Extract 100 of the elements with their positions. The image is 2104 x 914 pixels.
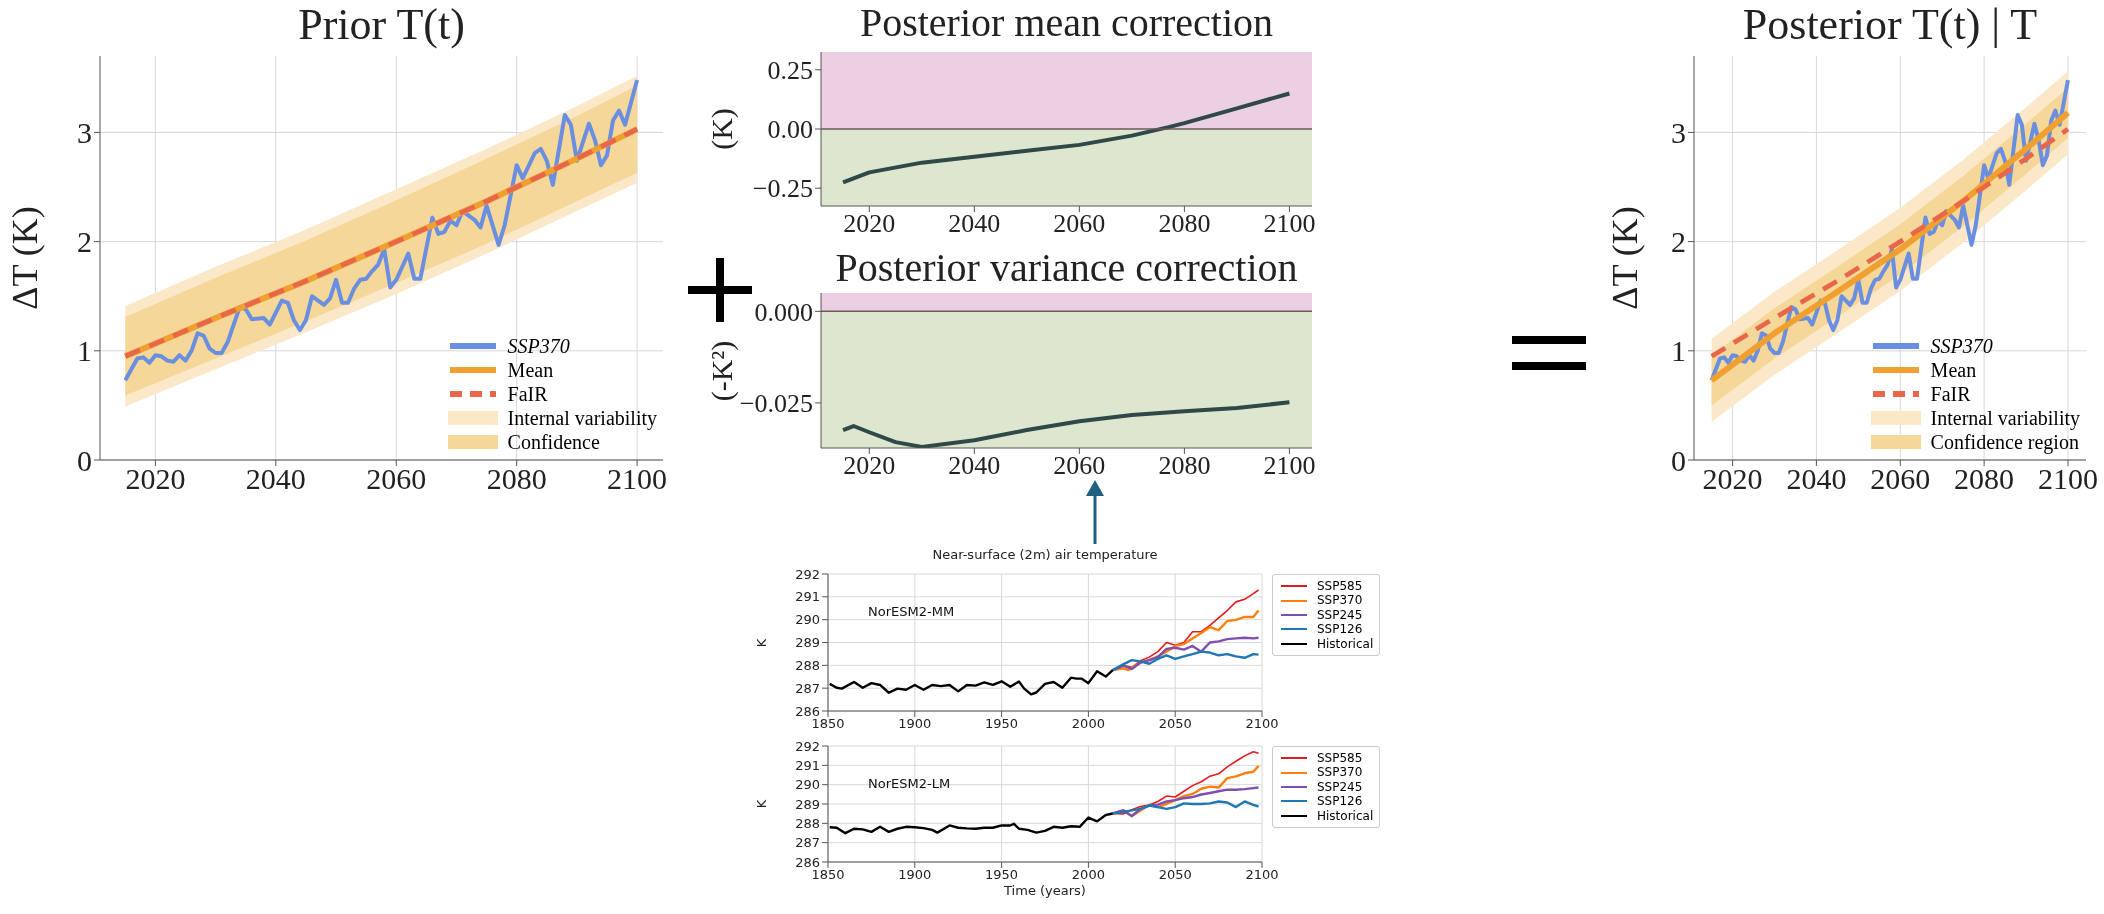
x-tick-label: 2060 [1053, 451, 1106, 481]
x-tick-label: 2080 [1954, 462, 2015, 496]
y-tick-label: 3 [77, 116, 92, 150]
x-tick-label: 2000 [1071, 716, 1105, 732]
y-tick-label: 0.000 [754, 297, 813, 327]
y-axis-title: (-K²) [704, 339, 739, 403]
y-tick-label: 2 [1671, 225, 1686, 259]
line-series [1709, 126, 2071, 359]
x-tick-label: 1900 [898, 867, 932, 883]
y-axis-title: K [754, 637, 770, 649]
line-series [1111, 800, 1260, 815]
legend-label: SSP585 [1317, 579, 1363, 594]
y-tick-label: 291 [795, 589, 820, 605]
y-axis-title: (K) [704, 107, 739, 152]
y-tick-label: 286 [795, 854, 820, 870]
legend-label: Historical [1317, 808, 1374, 823]
y-tick-label: −0.025 [739, 389, 813, 419]
legend-label: SSP126 [1317, 622, 1363, 637]
y-tick-label: 286 [795, 703, 820, 719]
x-tick-label: 2020 [1702, 462, 1763, 496]
x-tick-label: 2040 [245, 462, 306, 496]
legend-label: Confidence [507, 430, 600, 454]
y-tick-label: 1 [1671, 334, 1686, 368]
y-tick-label: 292 [795, 566, 820, 582]
legend-label: SSP370 [507, 334, 570, 358]
annotation: NorESM2-MM [868, 604, 955, 619]
x-tick-label: 2100 [1245, 867, 1279, 883]
y-tick-label: 289 [795, 796, 820, 812]
x-tick-label: 2050 [1158, 716, 1192, 732]
legend-label: Internal variability [1930, 406, 2080, 430]
legend-label: Mean [507, 358, 554, 382]
y-tick-label: 0.25 [767, 56, 813, 85]
line-series [841, 91, 1292, 185]
x-axis-title: Time (years) [1003, 883, 1087, 899]
legend-label: Mean [1930, 358, 1977, 382]
x-tick-label: 2040 [948, 451, 1001, 481]
legend-label: Historical [1317, 636, 1374, 651]
chart-title: Posterior variance correction [834, 245, 1299, 290]
x-tick-label: 1850 [811, 867, 845, 883]
x-tick-label: 2080 [1158, 209, 1211, 239]
x-tick-label: 1850 [811, 716, 845, 732]
y-tick-label: 290 [795, 777, 820, 793]
chart-title: Posterior mean correction [858, 0, 1275, 45]
legend-label: FaIR [1930, 382, 1971, 406]
y-tick-label: 289 [795, 635, 820, 651]
x-tick-label: 2040 [948, 209, 1001, 239]
y-tick-label: 288 [795, 815, 820, 831]
y-tick-label: 290 [795, 612, 820, 628]
y-tick-label: 0 [77, 443, 92, 477]
y-tick-label: 0.00 [767, 115, 813, 145]
chart-title: Posterior T(t) | T [1741, 0, 2039, 50]
y-tick-label: 287 [795, 835, 820, 851]
line-series [828, 668, 1114, 696]
line-series [828, 812, 1114, 835]
x-tick-label: 2020 [843, 451, 896, 481]
line-series [1111, 636, 1260, 672]
x-tick-label: 2100 [1263, 209, 1316, 239]
y-tick-label: 287 [795, 680, 820, 696]
x-tick-label: 2100 [607, 462, 668, 496]
x-tick-label: 2060 [366, 462, 427, 496]
y-tick-label: 288 [795, 657, 820, 673]
legend-label: Confidence region [1930, 430, 2079, 454]
y-tick-label: 292 [795, 738, 820, 754]
x-tick-label: 2020 [843, 209, 896, 239]
x-tick-label: 1900 [898, 716, 932, 732]
y-tick-label: −0.25 [752, 174, 813, 204]
y-axis-title: ΔT (K) [1604, 205, 1646, 312]
y-tick-label: 0 [1671, 443, 1686, 477]
x-tick-label: 2100 [1245, 716, 1279, 732]
x-tick-label: 2100 [1263, 451, 1316, 481]
x-tick-label: 2060 [1870, 462, 1931, 496]
chart-title: Prior T(t) [297, 0, 466, 50]
line-series [1111, 650, 1260, 672]
legend-label: SSP126 [1317, 794, 1363, 809]
line-series [1111, 786, 1260, 818]
legend-label: SSP370 [1317, 593, 1363, 608]
x-tick-label: 1950 [985, 867, 1019, 883]
legend-label: FaIR [507, 382, 548, 406]
legend-label: SSP245 [1317, 779, 1363, 795]
y-tick-label: 2 [77, 225, 92, 259]
x-tick-label: 2100 [2037, 462, 2098, 496]
legend-label: SSP370 [1930, 334, 1993, 358]
x-tick-label: 2040 [1786, 462, 1847, 496]
x-tick-label: 2020 [125, 462, 186, 496]
line-series [841, 400, 1292, 448]
x-tick-label: 1950 [985, 716, 1019, 732]
annotation: NorESM2-LM [868, 776, 951, 791]
x-tick-label: 2050 [1158, 867, 1192, 883]
chart-title: Near-surface (2m) air temperature [931, 546, 1159, 564]
legend-label: Internal variability [507, 406, 657, 430]
legend-label: SSP585 [1317, 751, 1363, 766]
y-tick-label: 3 [1671, 116, 1686, 150]
y-axis-title: ΔT (K) [4, 205, 46, 312]
legend-label: SSP370 [1317, 765, 1363, 780]
x-tick-label: 2080 [1158, 451, 1211, 481]
y-tick-label: 1 [77, 334, 92, 368]
x-tick-label: 2080 [486, 462, 547, 496]
legend-label: SSP245 [1317, 607, 1363, 623]
y-tick-label: 291 [795, 757, 820, 773]
x-tick-label: 2000 [1071, 867, 1105, 883]
